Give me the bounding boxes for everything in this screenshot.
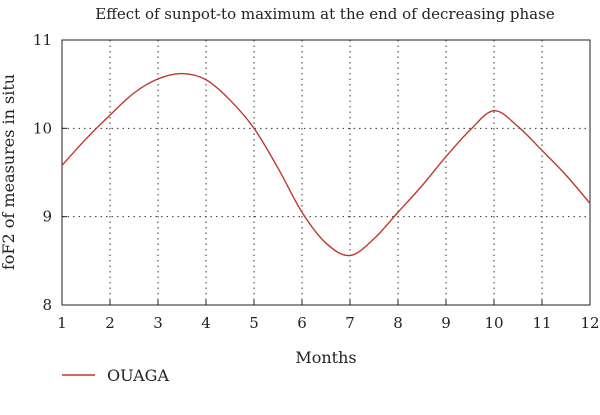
x-tick-label: 5	[249, 314, 259, 332]
x-tick-label: 10	[484, 314, 503, 332]
grid	[62, 40, 590, 305]
legend-label-ouaga: OUAGA	[107, 366, 169, 385]
series-layer	[61, 72, 591, 257]
y-tick-label: 10	[33, 119, 52, 137]
x-tick-label: 9	[441, 314, 451, 332]
x-tick-label: 6	[297, 314, 307, 332]
x-tick-label: 8	[393, 314, 403, 332]
x-tick-label: 2	[105, 314, 115, 332]
y-tick-label: 9	[42, 208, 52, 226]
chart-title: Effect of sunpot-to maximum at the end o…	[95, 5, 555, 23]
x-axis-label: Months	[295, 348, 356, 367]
legend: OUAGA	[62, 366, 169, 385]
x-tick-label: 7	[345, 314, 355, 332]
y-tick-label: 11	[33, 31, 52, 49]
x-tick-label: 12	[580, 314, 599, 332]
series-line-ouaga	[61, 72, 591, 257]
x-tick-label: 11	[532, 314, 551, 332]
x-tick-label: 4	[201, 314, 211, 332]
y-axis-label: foF2 of measures in situ	[0, 74, 18, 270]
plot-frame	[61, 39, 591, 306]
x-tick-label: 3	[153, 314, 163, 332]
x-tick-label: 1	[57, 314, 67, 332]
y-tick-label: 8	[42, 296, 52, 314]
